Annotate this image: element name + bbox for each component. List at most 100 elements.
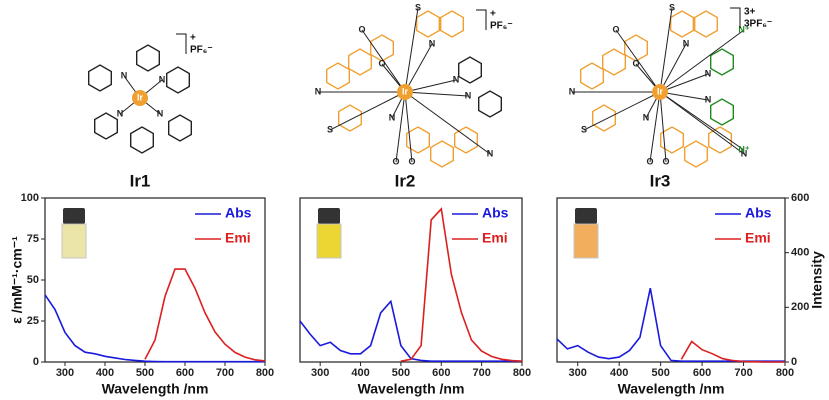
- ring: [624, 34, 648, 62]
- y2-tick-label: 0: [791, 356, 797, 368]
- bond: [395, 91, 406, 163]
- bond: [404, 43, 433, 93]
- ring: [592, 104, 616, 132]
- counterion: PF₆⁻: [490, 21, 513, 32]
- ring: [454, 126, 478, 154]
- vial-cap: [575, 208, 597, 224]
- atom-label: N: [643, 112, 650, 122]
- bond: [659, 7, 673, 93]
- series-line: [400, 207, 523, 362]
- x-tick-label: 800: [256, 367, 274, 379]
- series-line: [299, 299, 522, 362]
- series-line: [44, 294, 265, 363]
- ring: [168, 114, 192, 142]
- ring: [326, 62, 350, 90]
- y2-tick-label: 400: [791, 247, 809, 259]
- plot-frame: [299, 197, 523, 363]
- ring: [458, 56, 482, 84]
- legend-label: Emi: [225, 230, 251, 246]
- atom-label: S: [669, 2, 675, 12]
- bond: [404, 91, 491, 155]
- ring: [136, 44, 160, 72]
- bond: [615, 29, 661, 93]
- bracket: [476, 9, 487, 30]
- atom-label: Ir: [137, 92, 144, 102]
- atom-label: Ir: [402, 86, 409, 96]
- x-tick-label: 600: [693, 367, 711, 379]
- y2-tick-label: 200: [791, 301, 809, 313]
- x-axis-label: Wavelength /nm: [358, 381, 465, 397]
- atom-label: N: [389, 112, 396, 122]
- ring: [670, 10, 694, 38]
- atom-label: N: [741, 148, 748, 158]
- bond: [404, 79, 457, 93]
- atom-label: O: [408, 156, 415, 166]
- atom-label: N: [453, 74, 460, 84]
- bond: [329, 91, 406, 131]
- atom-label: S: [415, 2, 421, 12]
- plot-frame: [556, 197, 786, 363]
- series-line: [144, 268, 266, 362]
- atom-label: O: [632, 58, 639, 68]
- series-line: [556, 288, 785, 362]
- vial-cap: [63, 208, 85, 224]
- ring: [602, 48, 626, 76]
- vial: [316, 223, 342, 259]
- y-tick-label: 50: [27, 274, 39, 286]
- atom-label: N: [487, 148, 494, 158]
- atom-label: S: [327, 124, 333, 134]
- legend-label: Abs: [482, 205, 509, 221]
- bracket: [730, 7, 741, 28]
- bond: [659, 91, 745, 155]
- ring: [710, 98, 734, 126]
- x-tick-label: 300: [569, 367, 587, 379]
- atom-label: N: [569, 86, 576, 96]
- x-tick-label: 400: [351, 367, 369, 379]
- ring: [94, 112, 118, 140]
- x-axis-label: Wavelength /nm: [102, 381, 209, 397]
- atom-label: O: [358, 24, 365, 34]
- bond: [659, 29, 745, 93]
- ring: [710, 48, 734, 76]
- ring: [580, 62, 604, 90]
- atom-label: N: [705, 68, 712, 78]
- x-tick-label: 500: [392, 367, 410, 379]
- atom-label: S: [581, 124, 587, 134]
- y2-tick-label: 600: [791, 192, 809, 204]
- charge: +: [190, 33, 196, 44]
- ring: [694, 10, 718, 38]
- bond: [659, 91, 745, 151]
- ring: [406, 126, 430, 154]
- atom-label: N: [157, 108, 164, 118]
- x-tick-label: 500: [651, 367, 669, 379]
- x-tick-label: 300: [311, 367, 329, 379]
- atom-label: N: [429, 38, 436, 48]
- bond: [659, 43, 687, 93]
- ring: [708, 126, 732, 154]
- legend-label: Abs: [745, 205, 772, 221]
- x-tick-label: 800: [776, 367, 794, 379]
- vial: [61, 223, 87, 259]
- x-tick-label: 600: [176, 367, 194, 379]
- bracket: [176, 33, 187, 54]
- bond: [404, 91, 469, 97]
- charge: +: [490, 9, 496, 20]
- atom-label: N: [159, 74, 166, 84]
- x-axis-label: Wavelength /nm: [618, 381, 725, 397]
- atom-label: O: [646, 156, 653, 166]
- ring: [338, 104, 362, 132]
- bond: [404, 91, 413, 163]
- atom-label: O: [612, 24, 619, 34]
- legend-label: Emi: [745, 230, 771, 246]
- iridium: [397, 84, 413, 100]
- ring: [440, 10, 464, 38]
- y-tick-label: 25: [27, 315, 39, 327]
- bond: [659, 73, 709, 93]
- ring: [348, 48, 372, 76]
- ring: [660, 126, 684, 154]
- iridium: [652, 84, 668, 100]
- compound-name: Ir2: [395, 171, 416, 190]
- ring: [416, 10, 440, 38]
- y-tick-label: 75: [27, 233, 39, 245]
- legend-label: Abs: [225, 205, 252, 221]
